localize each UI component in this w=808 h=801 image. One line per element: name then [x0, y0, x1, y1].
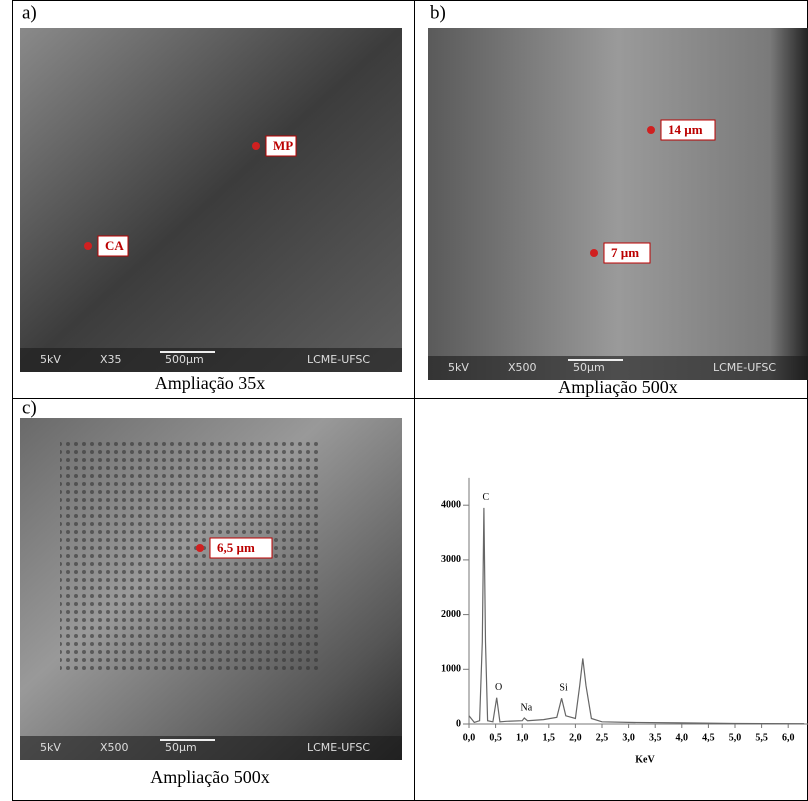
scale-text: 50µm [573, 361, 605, 374]
scale-text: X500 [508, 361, 537, 374]
x-tick-label: 3,5 [649, 732, 662, 743]
x-tick-label: 0,0 [463, 732, 476, 743]
sem-image [428, 28, 808, 380]
marker [252, 142, 260, 150]
marker [196, 544, 204, 552]
marker [84, 242, 92, 250]
y-tick-label: 4000 [441, 499, 461, 510]
figure: a) Ampliação 35x MP CA 5kV X35 500µm LCME-UFSC b… [0, 0, 808, 801]
marker [590, 249, 598, 257]
y-tick-label: 1000 [441, 664, 461, 675]
scale-text: X500 [100, 741, 129, 754]
panel-label: b) [430, 2, 446, 23]
sem-image [20, 28, 402, 372]
annotation: MP [273, 138, 293, 153]
caption: Ampliação 500x [150, 767, 269, 787]
scale-text: 50µm [165, 741, 197, 754]
caption: Ampliação 500x [558, 377, 677, 397]
x-tick-label: 6,0 [782, 732, 795, 743]
panel-label: a) [22, 2, 37, 23]
panel-label: c) [22, 397, 37, 418]
peak-label: C [483, 492, 490, 503]
x-tick-label: 2,5 [596, 732, 609, 743]
annotation: 7 µm [611, 245, 639, 260]
x-tick-label: 4,0 [676, 732, 689, 743]
x-axis-label: KeV [635, 754, 655, 765]
scale-text: 5kV [40, 741, 61, 754]
x-tick-label: 1,0 [516, 732, 529, 743]
peak-label: O [495, 682, 502, 693]
spectrum-line [469, 508, 804, 724]
annotation: CA [105, 238, 124, 253]
scale-text: 5kV [448, 361, 469, 374]
x-tick-label: 2,0 [569, 732, 582, 743]
scale-text: 500µm [165, 353, 204, 366]
scale-text: 5kV [40, 353, 61, 366]
marker [647, 126, 655, 134]
peak-label: Na [520, 702, 532, 713]
peak-label: Si [559, 683, 568, 694]
annotation: 6,5 µm [217, 540, 255, 555]
x-tick-label: 0,5 [489, 732, 502, 743]
x-tick-label: 5,5 [755, 732, 768, 743]
scale-text: LCME-UFSC [307, 353, 370, 366]
x-tick-label: 1,5 [543, 732, 556, 743]
scale-text: X35 [100, 353, 122, 366]
scale-text: LCME-UFSC [713, 361, 776, 374]
caption: Ampliação 35x [155, 373, 265, 393]
scale-text: LCME-UFSC [307, 741, 370, 754]
x-tick-label: 3,0 [622, 732, 635, 743]
pore-texture [60, 440, 320, 670]
y-tick-label: 3000 [441, 554, 461, 565]
x-tick-label: 4,5 [702, 732, 715, 743]
annotation: 14 µm [668, 122, 703, 137]
y-tick-label: 0 [456, 718, 461, 729]
x-tick-label: 5,0 [729, 732, 742, 743]
y-tick-label: 2000 [441, 609, 461, 620]
